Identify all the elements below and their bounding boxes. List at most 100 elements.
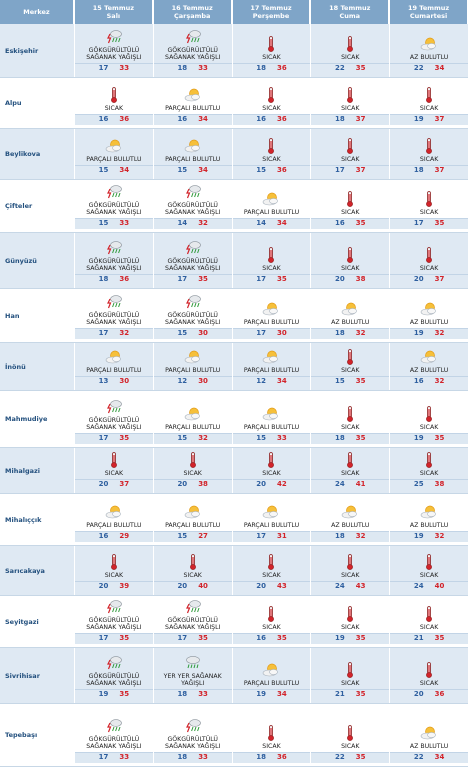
- place-name[interactable]: Beylikova: [0, 129, 74, 179]
- temperature-bar: [75, 219, 153, 229]
- weather-condition-line: GÖKGÜRÜLTÜLÜ: [167, 202, 218, 209]
- place-name-label[interactable]: Alpu: [5, 99, 22, 107]
- forecast-cell: 16 35 SICAK: [231, 596, 311, 647]
- temperature-range: 16 32: [390, 377, 468, 387]
- temperature-divider: [311, 165, 390, 166]
- max-temperature: 37: [355, 166, 366, 174]
- thermometer-icon: [420, 605, 438, 623]
- temperature-divider: [311, 63, 390, 64]
- temperature-range: 17 35: [233, 275, 311, 285]
- max-temperature: 30: [276, 329, 287, 337]
- place-name-label[interactable]: Eskişehir: [5, 46, 39, 55]
- place-name-label[interactable]: Han: [5, 311, 20, 320]
- temperature-divider: [390, 752, 468, 753]
- sun-cloud-icon: [420, 724, 438, 742]
- place-name[interactable]: Mihalıççık: [0, 494, 74, 545]
- max-temperature: 33: [119, 753, 130, 761]
- temperature-range: 16 29: [75, 532, 153, 542]
- temperature-range: 21 35: [311, 690, 389, 700]
- temperature-divider: [232, 479, 311, 480]
- place-name[interactable]: Günyüzü: [0, 233, 74, 288]
- weather-condition: AZ BULUTLU: [390, 367, 468, 374]
- min-temperature: 18: [335, 434, 345, 442]
- max-temperature: 35: [119, 634, 130, 642]
- temperature-range: 14 32: [154, 219, 232, 229]
- temperature-divider: [390, 274, 468, 275]
- max-temperature: 36: [119, 115, 130, 123]
- weather-condition-line: YER YER SAĞANAK: [163, 673, 222, 680]
- thermometer-icon: [262, 451, 280, 469]
- min-temperature: 19: [413, 532, 424, 540]
- place-name-label[interactable]: Çifteler: [5, 202, 33, 210]
- place-name[interactable]: Seyitgazi: [0, 596, 74, 647]
- place-name-label[interactable]: Mihalgazi: [5, 466, 40, 475]
- place-name[interactable]: Mihalgazi: [0, 448, 74, 493]
- sun-cloud-icon: [184, 86, 202, 104]
- table-row: Çifteler 15 33 GÖKGÜRÜLTÜLÜ SAĞANAK YAĞIŞLI 1…: [0, 180, 468, 233]
- place-name-label[interactable]: İnönü: [5, 362, 26, 371]
- temperature-range: 19 37: [390, 115, 468, 125]
- temperature-bar: [390, 690, 468, 700]
- temperature-divider: [311, 114, 390, 115]
- weather-condition: SICAK: [390, 572, 468, 579]
- weather-condition: AZ BULUTLU: [390, 522, 468, 529]
- min-temperature: 20: [256, 582, 266, 590]
- temperature-divider: [153, 218, 232, 219]
- place-name[interactable]: Mahmudiye: [0, 391, 74, 447]
- max-temperature: 37: [434, 275, 445, 283]
- place-name-label[interactable]: Sivrihisar: [5, 671, 40, 680]
- sun-cloud-icon: [184, 503, 202, 521]
- min-temperature: 24: [335, 480, 345, 488]
- weather-condition-line: GÖKGÜRÜLTÜLÜ: [167, 47, 218, 54]
- weather-condition: PARÇALI BULUTLU: [233, 209, 311, 216]
- temperature-range: 19 32: [390, 532, 468, 542]
- place-name-label[interactable]: Seyitgazi: [5, 617, 39, 626]
- temperature-divider: [311, 531, 390, 532]
- place-name[interactable]: İnönü: [0, 343, 74, 390]
- place-name[interactable]: Eskişehir: [0, 24, 74, 77]
- place-name[interactable]: Sivrihisar: [0, 648, 74, 703]
- place-name-label[interactable]: Mihalıççık: [5, 515, 42, 524]
- min-temperature: 12: [256, 377, 266, 385]
- temperature-divider: [311, 479, 390, 480]
- weather-condition: SICAK: [311, 105, 389, 112]
- place-name[interactable]: Çifteler: [0, 180, 74, 232]
- forecast-cell: 22 35 SICAK: [310, 24, 390, 77]
- weather-condition: SICAK: [233, 624, 311, 631]
- place-name[interactable]: Alpu: [0, 78, 74, 128]
- weather-condition-line: AZ BULUTLU: [409, 367, 449, 374]
- temperature-range: 18 36: [233, 64, 311, 74]
- place-name[interactable]: Sarıcakaya: [0, 546, 74, 595]
- temperature-divider: [153, 752, 232, 753]
- min-temperature: 17: [98, 434, 109, 442]
- weather-condition-line: SICAK: [341, 156, 360, 163]
- thermometer-icon: [420, 190, 438, 208]
- place-name[interactable]: Han: [0, 289, 74, 342]
- temperature-divider: [311, 376, 390, 377]
- place-name-label[interactable]: Mahmudiye: [5, 415, 48, 423]
- temperature-divider: [153, 63, 232, 64]
- temperature-bar: [390, 532, 468, 542]
- forecast-cell: 19 37 SICAK: [389, 78, 468, 128]
- sun-cloud-icon: [262, 503, 280, 521]
- temperature-bar: [75, 434, 153, 444]
- forecast-cell: 25 38 SICAK: [389, 448, 468, 493]
- weather-condition-line: PARÇALI BULUTLU: [243, 367, 300, 374]
- temperature-divider: [75, 633, 153, 634]
- weather-condition-line: AZ BULUTLU: [409, 522, 449, 529]
- temperature-bar: [311, 64, 390, 74]
- forecast-cell: 24 43 SICAK: [310, 546, 390, 595]
- place-name[interactable]: Tepebaşı: [0, 704, 74, 766]
- place-name-label[interactable]: Beylikova: [5, 150, 41, 158]
- temperature-divider: [153, 376, 232, 377]
- max-temperature: 43: [276, 582, 287, 590]
- place-name-label[interactable]: Tepebaşı: [5, 731, 38, 739]
- max-temperature: 34: [276, 690, 287, 698]
- temperature-range: 19 35: [75, 690, 153, 700]
- weather-condition: SICAK: [233, 105, 311, 112]
- temperature-range: 18 33: [154, 64, 232, 74]
- place-name-label[interactable]: Günyüzü: [5, 256, 37, 265]
- temperature-range: 17 37: [311, 166, 389, 176]
- place-name-label[interactable]: Sarıcakaya: [5, 566, 45, 575]
